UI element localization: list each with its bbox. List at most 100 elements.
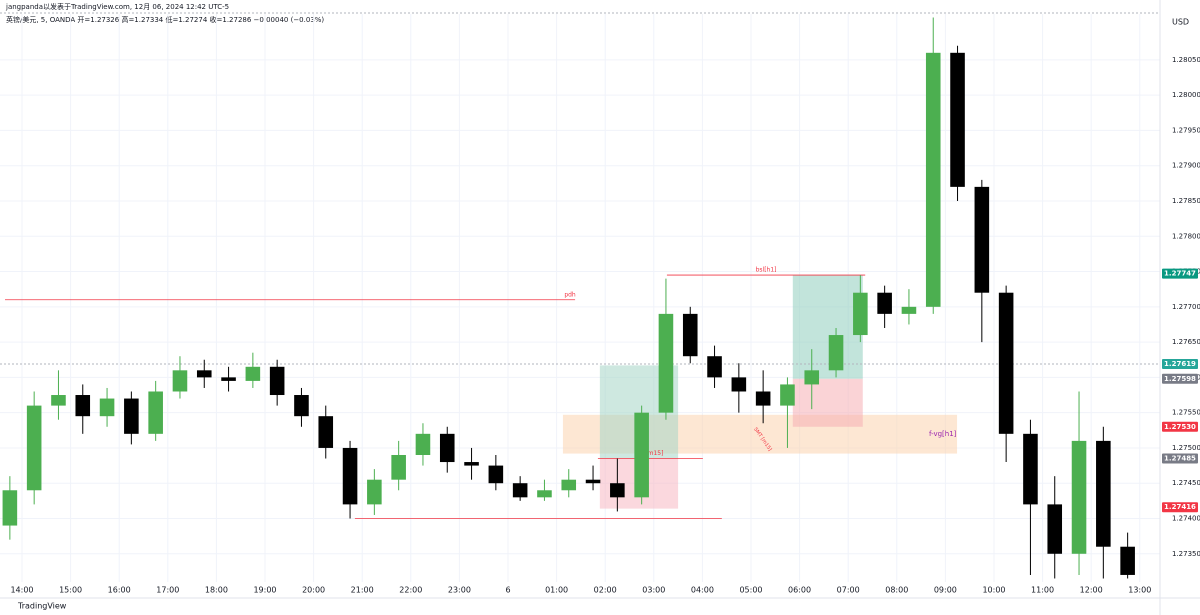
y-tick-label: 1.27700 bbox=[1172, 303, 1200, 311]
price-tag bbox=[1162, 373, 1198, 384]
candle-body bbox=[245, 366, 261, 381]
zone-label: f-vg[h1] bbox=[929, 430, 957, 438]
candle-body bbox=[780, 384, 795, 406]
candle-body bbox=[464, 462, 479, 466]
y-tick-label: 1.27950 bbox=[1172, 126, 1200, 134]
candle-body bbox=[294, 395, 309, 417]
x-tick-label: 10:00 bbox=[982, 586, 1005, 595]
x-tick-label: 12:00 bbox=[1080, 586, 1103, 595]
y-tick-label: 1.28050 bbox=[1172, 56, 1200, 64]
price-tag-label: 1.27485 bbox=[1164, 455, 1196, 463]
candle-body bbox=[172, 370, 188, 392]
y-tick-label: 1.27400 bbox=[1172, 514, 1200, 522]
candle-body bbox=[610, 483, 625, 498]
candle-body bbox=[1096, 440, 1111, 547]
author-line: jangpanda以发表于TradingView.com, 12月 06, 20… bbox=[5, 2, 229, 11]
level-label: pdh bbox=[564, 291, 576, 298]
zone bbox=[792, 378, 863, 427]
x-tick-label: 16:00 bbox=[108, 586, 131, 595]
candle-body bbox=[755, 391, 771, 406]
candle-body bbox=[901, 306, 917, 314]
x-tick-label: 11:00 bbox=[1031, 586, 1054, 595]
price-tag-label: 1.27747 bbox=[1164, 270, 1196, 278]
candle-body bbox=[828, 335, 844, 371]
x-tick-label: 14:00 bbox=[10, 586, 33, 595]
candle-body bbox=[731, 377, 747, 392]
candle-body bbox=[124, 398, 139, 434]
candle-body bbox=[512, 483, 528, 498]
x-tick-label: 01:00 bbox=[545, 586, 568, 595]
candle-body bbox=[51, 395, 66, 406]
candle-body bbox=[998, 292, 1014, 434]
candle-body bbox=[1023, 433, 1038, 505]
y-tick-label: 1.27500 bbox=[1172, 444, 1200, 452]
candle-body bbox=[974, 186, 990, 293]
price-tag bbox=[1162, 358, 1198, 369]
candle-body bbox=[318, 416, 334, 448]
price-tag bbox=[1162, 421, 1198, 432]
candle-body bbox=[221, 377, 236, 381]
candle-body bbox=[877, 292, 892, 314]
price-tag bbox=[1162, 502, 1198, 513]
candle-body bbox=[439, 433, 455, 463]
candle-body bbox=[99, 398, 115, 417]
x-tick-label: 21:00 bbox=[351, 586, 374, 595]
y-tick-label: 1.27450 bbox=[1172, 479, 1200, 487]
candle-body bbox=[804, 370, 820, 385]
candle-body bbox=[853, 292, 868, 336]
candle-body bbox=[950, 52, 965, 187]
candle-body bbox=[585, 479, 601, 484]
candle-body bbox=[1047, 504, 1063, 554]
y-tick-label: 1.27850 bbox=[1172, 197, 1200, 205]
price-tag-label: 1.27598 bbox=[1164, 375, 1196, 383]
y-tick-label: 1.27900 bbox=[1172, 162, 1200, 170]
x-tick-label: 23:00 bbox=[448, 586, 471, 595]
y-tick-label: 1.27800 bbox=[1172, 232, 1200, 240]
level-label: ssl[m15] bbox=[637, 450, 663, 457]
level-label: bsl[h1] bbox=[756, 267, 777, 274]
y-tick-label: 1.27650 bbox=[1172, 338, 1200, 346]
price-tag-label: 1.27416 bbox=[1164, 503, 1196, 511]
candle-body bbox=[658, 313, 674, 413]
candle-body bbox=[707, 356, 722, 378]
x-tick-label: 06:00 bbox=[788, 586, 811, 595]
x-tick-label: 17:00 bbox=[156, 586, 179, 595]
currency: USD bbox=[1172, 18, 1189, 27]
candle-body bbox=[391, 454, 406, 480]
x-tick-label: 15:00 bbox=[59, 586, 82, 595]
candle-body bbox=[561, 479, 577, 491]
y-tick-label: 1.28000 bbox=[1172, 91, 1200, 99]
x-tick-label: 13:00 bbox=[1128, 586, 1151, 595]
brand: TradingView bbox=[17, 602, 67, 611]
candle-body bbox=[26, 405, 42, 491]
candle-body bbox=[2, 490, 18, 526]
x-tick-label: 22:00 bbox=[399, 586, 422, 595]
candle-body bbox=[925, 52, 941, 307]
price-tag bbox=[1162, 453, 1198, 464]
price-tag bbox=[1162, 268, 1198, 279]
x-tick-label: 20:00 bbox=[302, 586, 325, 595]
x-tick-label: 02:00 bbox=[594, 586, 617, 595]
zone bbox=[792, 275, 863, 379]
x-tick-label: 09:00 bbox=[934, 586, 957, 595]
candle-body bbox=[415, 433, 431, 455]
x-tick-label: 6 bbox=[505, 586, 510, 595]
candle-body bbox=[367, 479, 382, 505]
candle-body bbox=[1120, 546, 1135, 575]
x-tick-label: 19:00 bbox=[253, 586, 276, 595]
x-tick-label: 05:00 bbox=[739, 586, 762, 595]
x-tick-label: 03:00 bbox=[642, 586, 665, 595]
candle-body bbox=[342, 447, 358, 505]
candle-body bbox=[537, 490, 552, 498]
symbol-line: 英镑/美元, 5, OANDA 开=1.27326 高=1.27334 低=1.… bbox=[6, 15, 324, 24]
x-tick-label: 07:00 bbox=[837, 586, 860, 595]
candle-body bbox=[269, 366, 285, 396]
candle-body bbox=[75, 395, 91, 417]
candle-body bbox=[634, 412, 649, 498]
y-tick-label: 1.27550 bbox=[1172, 409, 1200, 417]
candle-body bbox=[1071, 440, 1087, 554]
price-tag-label: 1.27530 bbox=[1164, 423, 1196, 431]
candle-body bbox=[148, 391, 163, 434]
